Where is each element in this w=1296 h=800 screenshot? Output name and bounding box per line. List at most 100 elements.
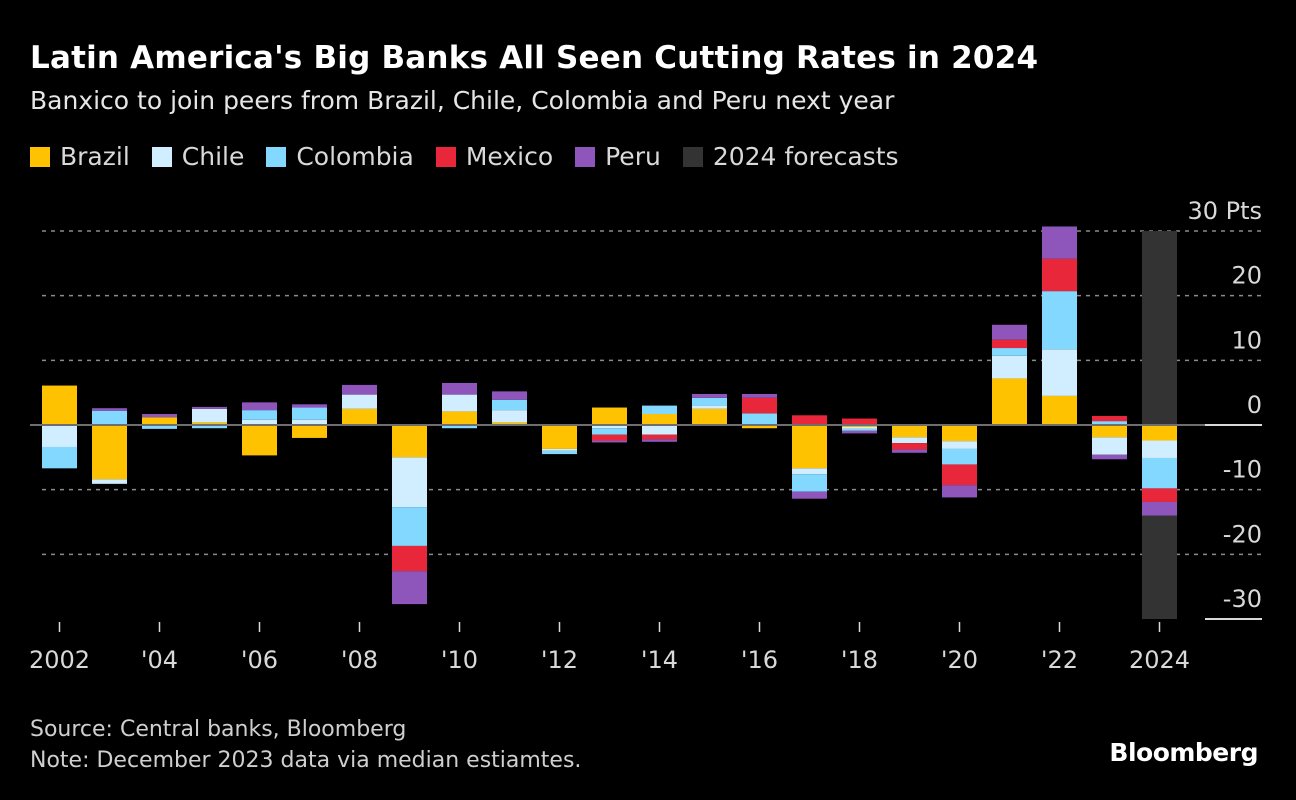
x-tick-label: '12: [541, 646, 578, 674]
legend-label-chile: Chile: [181, 142, 245, 171]
bar-segment-colombia-2004: [142, 425, 177, 429]
bar-segment-peru-2022: [1042, 226, 1077, 259]
x-tick-label: '18: [841, 646, 878, 674]
bar-segment-brazil-2016: [742, 425, 777, 429]
bar-segment-brazil-2011: [492, 422, 527, 425]
legend-swatch-forecasts: [682, 146, 703, 167]
bar-segment-peru-2013: [592, 440, 627, 443]
bar-segment-brazil-2021: [992, 378, 1027, 425]
legend-swatch-mexico: [435, 146, 456, 167]
bar-segment-peru-2023: [1092, 454, 1127, 460]
legend-swatch-brazil: [30, 146, 50, 167]
bar-segment-peru-2017: [792, 491, 827, 499]
bar-segment-brazil-2007: [292, 425, 327, 438]
bar-segment-chile-2006: [242, 419, 277, 425]
bar-segment-chile-2009: [392, 457, 427, 508]
legend-item-forecasts: 2024 forecasts: [682, 142, 899, 171]
legend-item-chile: Chile: [151, 142, 245, 171]
y-tick-label: 30 Pts: [1187, 197, 1262, 225]
bar-segment-chile-2011: [492, 410, 527, 423]
bar-segment-mexico-2022: [1042, 258, 1077, 292]
bar-segment-chile-2015: [692, 405, 727, 409]
bar-segment-chile-2013: [592, 425, 627, 429]
bar-segment-brazil-2003: [92, 425, 127, 480]
bar-segment-colombia-2017: [792, 474, 827, 492]
y-tick-label: 0: [1247, 391, 1262, 419]
bar-segment-brazil-2008: [342, 408, 377, 425]
x-tick-label: 2002: [29, 646, 90, 674]
bar-segment-colombia-2002: [42, 446, 77, 469]
bar-segment-colombia-2003: [92, 410, 127, 425]
bar-segment-peru-2003: [92, 408, 127, 411]
x-tick-label: '20: [941, 646, 978, 674]
legend-item-brazil: Brazil: [30, 142, 130, 171]
legend-label-forecasts: 2024 forecasts: [712, 142, 899, 171]
bar-segment-peru-2010: [442, 382, 477, 395]
legend-label-mexico: Mexico: [465, 142, 554, 171]
bar-segment-colombia-2010: [442, 425, 477, 429]
x-tick-label: '06: [241, 646, 278, 674]
bar-segment-peru-2015: [692, 393, 727, 398]
bar-segment-peru-2019: [892, 449, 927, 453]
bar-segment-chile-2022: [1042, 349, 1077, 396]
x-tick-label: '14: [641, 646, 678, 674]
bar-segment-colombia-2009: [392, 507, 427, 546]
bar-segment-peru-2014: [642, 439, 677, 442]
bar-segment-chile-2014: [642, 425, 677, 435]
bar-segment-peru-2020: [942, 485, 977, 498]
bar-segment-chile-2005: [192, 408, 227, 423]
bar-segment-brazil-2017: [792, 425, 827, 469]
bar-segment-brazil-2024: [1142, 425, 1177, 441]
bar-segment-mexico-2024: [1142, 488, 1177, 502]
bar-segment-colombia-2016: [742, 413, 777, 425]
bar-segment-chile-2021: [992, 355, 1027, 379]
bar-segment-chile-2017: [792, 468, 827, 475]
axes: 30 Pts 20 10 0 -10 -20 -30 2002 '04 '06 '08 '10 '12 '…: [29, 197, 1262, 674]
bar-segment-mexico-2009: [392, 545, 427, 572]
bar-segment-brazil-2006: [242, 425, 277, 456]
bar-segment-brazil-2004: [142, 417, 177, 425]
x-tick-label: '10: [441, 646, 478, 674]
bar-segment-colombia-2022: [1042, 291, 1077, 350]
bar-segment-brazil-2020: [942, 425, 977, 442]
legend: Brazil Chile Colombia Mexico Peru 2024 f…: [30, 142, 899, 171]
bar-segment-chile-2002: [42, 425, 77, 447]
y-tick-label: -10: [1223, 456, 1262, 484]
bar-segment-brazil-2002: [42, 385, 77, 425]
bar-segment-peru-2007: [292, 404, 327, 408]
bar-segment-peru-2021: [992, 324, 1027, 340]
bar-segment-chile-2024: [1142, 440, 1177, 458]
bar-segment-brazil-2012: [542, 425, 577, 449]
bar-segment-brazil-2014: [642, 414, 677, 425]
x-tick-label: '16: [741, 646, 778, 674]
bar-segment-mexico-2013: [592, 434, 627, 441]
x-tick-label: '04: [141, 646, 178, 674]
y-tick-label: -20: [1223, 520, 1262, 548]
legend-item-peru: Peru: [575, 142, 661, 171]
bar-segment-peru-2016: [742, 393, 777, 398]
bar-segment-brazil-2019: [892, 425, 927, 438]
bar-segment-peru-2009: [392, 571, 427, 605]
bar-segment-colombia-2015: [692, 397, 727, 406]
bar-segment-peru-2011: [492, 391, 527, 400]
legend-label-brazil: Brazil: [60, 142, 130, 171]
legend-label-peru: Peru: [605, 142, 661, 171]
y-tick-label: 20: [1231, 262, 1262, 290]
gridlines: [42, 230, 1262, 556]
bar-segment-peru-2008: [342, 384, 377, 395]
bar-segment-chile-2018: [842, 426, 877, 429]
bar-segment-colombia-2012: [542, 450, 577, 455]
bar-segment-colombia-2023: [1092, 421, 1127, 425]
bar-segment-mexico-2018: [842, 418, 877, 425]
bar-segment-brazil-2022: [1042, 395, 1077, 425]
bar-segment-chile-2012: [542, 448, 577, 451]
bar-segment-chile-2010: [442, 394, 477, 412]
x-tick-label: 2024: [1129, 646, 1190, 674]
bar-segment-peru-2018: [842, 430, 877, 434]
bars: [42, 226, 1177, 605]
bar-segment-brazil-2009: [392, 425, 427, 458]
bar-segment-colombia-2005: [192, 425, 227, 429]
bar-segment-colombia-2007: [292, 407, 327, 420]
bar-segment-mexico-2014: [642, 434, 677, 440]
